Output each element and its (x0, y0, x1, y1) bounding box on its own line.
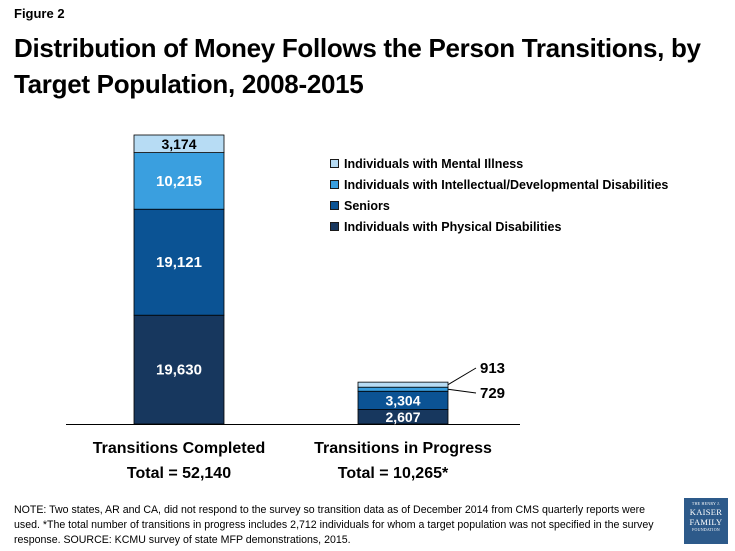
legend-item-2: Individuals with Intellectual/Developmen… (330, 174, 668, 195)
legend-label: Seniors (344, 198, 390, 213)
logo-line-3: FAMILY (689, 517, 723, 527)
legend-swatch (330, 159, 339, 168)
leader-line-1-3 (447, 367, 477, 386)
bar-segment-0-3 (133, 134, 225, 153)
logo-line-2: KAISER (689, 507, 723, 517)
figure-label: Figure 2 (14, 6, 65, 21)
legend-item-0: Individuals with Physical Disabilities (330, 216, 668, 237)
bar-segment-0-2 (133, 152, 225, 210)
data-label-0-3: 3,174 (161, 136, 196, 152)
legend-item-1: Seniors (330, 195, 668, 216)
data-label-1-1: 3,304 (385, 392, 420, 408)
legend-item-3: Individuals with Mental Illness (330, 153, 668, 174)
note-text: NOTE: Two states, AR and CA, did not res… (14, 504, 654, 546)
leader-line-1-2 (447, 388, 477, 394)
category-total-in-progress: Total = 10,265* (337, 465, 449, 482)
data-label-0-1: 19,121 (156, 254, 202, 271)
legend-swatch (330, 180, 339, 189)
bar-segment-1-2 (357, 386, 449, 392)
bar-segment-1-3 (357, 381, 449, 388)
category-label-completed: Transitions Completed (92, 440, 266, 457)
logo-line-4: FOUNDATION (692, 527, 720, 532)
legend-label: Individuals with Physical Disabilities (344, 219, 562, 234)
bar-segment-0-1 (133, 208, 225, 316)
chart-title: Distribution of Money Follows the Person… (14, 33, 701, 99)
category-label-in-progress: Transitions in Progress (314, 440, 492, 457)
legend-label: Individuals with Intellectual/Developmen… (344, 177, 669, 192)
data-label-1-0: 2,607 (385, 409, 420, 425)
legend-label: Individuals with Mental Illness (344, 156, 524, 171)
data-label-0-2: 10,215 (156, 173, 202, 190)
category-total-completed: Total = 52,140 (126, 465, 232, 482)
kff-logo: THE HENRY J. KAISER FAMILY FOUNDATION (684, 498, 728, 544)
logo-line-1: THE HENRY J. (691, 501, 721, 506)
data-label-1-3: 913 (480, 360, 505, 377)
legend-swatch (330, 222, 339, 231)
data-label-0-0: 19,630 (156, 362, 202, 379)
legend: Individuals with Mental Illness Individua… (330, 153, 668, 237)
data-label-1-2: 729 (480, 385, 505, 402)
legend-swatch (330, 201, 339, 210)
